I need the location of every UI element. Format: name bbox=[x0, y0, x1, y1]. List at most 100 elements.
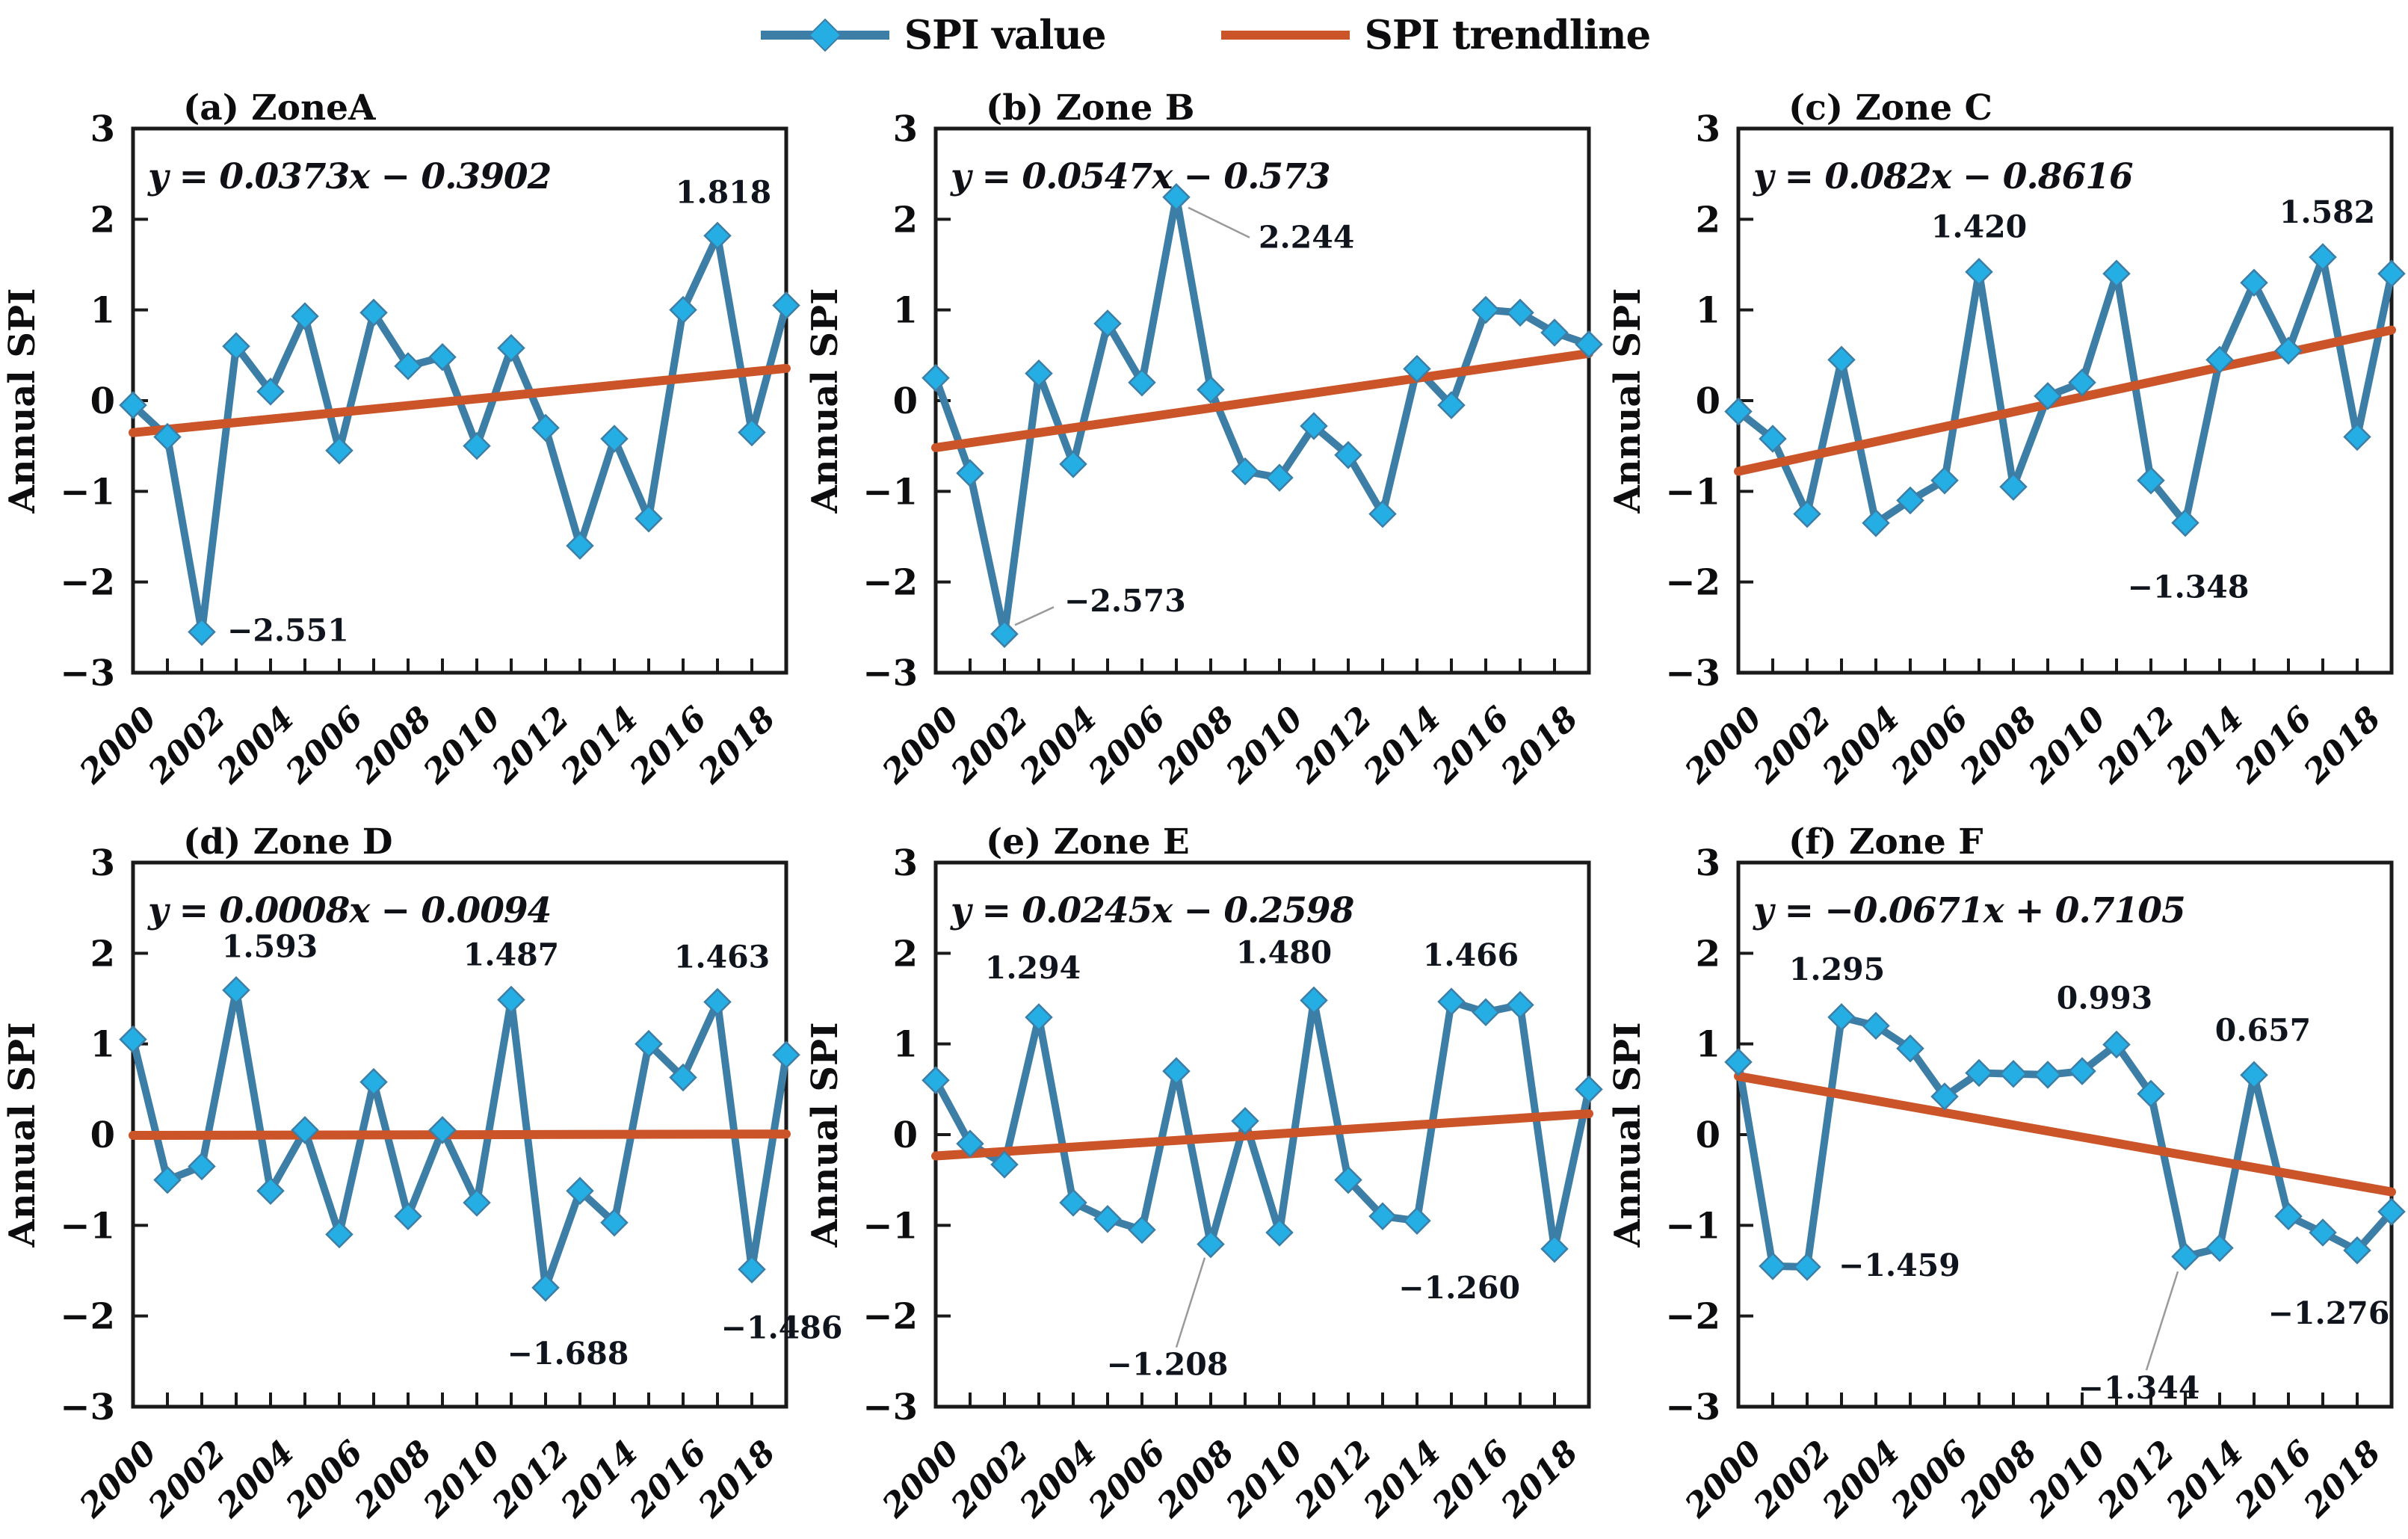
spi-value-marker bbox=[2034, 382, 2062, 410]
spi-value-marker bbox=[2309, 243, 2337, 271]
x-tick-label: 2010 bbox=[1218, 699, 1311, 792]
spi-value-marker bbox=[1300, 986, 1328, 1015]
x-tick-label: 2006 bbox=[1883, 1434, 1975, 1526]
data-point-label: −2.551 bbox=[227, 613, 349, 649]
x-tick-label: 2018 bbox=[691, 1434, 782, 1526]
spi-value-marker bbox=[188, 617, 216, 647]
spi-value-marker bbox=[1437, 391, 1466, 419]
y-tick-label: 0 bbox=[90, 380, 115, 422]
y-axis-label: Annual SPI bbox=[1, 1022, 43, 1247]
panel-svg-zone-d: (d) Zone D 3 2 1 0 −1 −2 −3 20002002200420062008… bbox=[1, 821, 842, 1526]
x-tick-label: 2002 bbox=[141, 1434, 232, 1526]
y-axis-label: Annual SPI bbox=[804, 1022, 846, 1247]
spi-value-marker bbox=[2274, 1202, 2303, 1230]
spi-value-marker bbox=[394, 1202, 422, 1230]
spi-value-marker bbox=[119, 391, 147, 419]
y-tick-label: 1 bbox=[893, 1024, 918, 1066]
spi-trendline bbox=[931, 1109, 1593, 1161]
spi-value-marker bbox=[531, 1274, 560, 1302]
y-tick-label: 3 bbox=[1696, 842, 1720, 884]
panel-zone-f: (f) Zone F 3 2 1 0 −1 −2 −3 2000 2002 2004 2006 2008… bbox=[1605, 803, 2408, 1539]
spi-value-marker bbox=[2102, 259, 2131, 288]
data-point-label: 1.463 bbox=[674, 939, 770, 975]
spi-value-marker bbox=[394, 352, 422, 380]
spi-value-marker bbox=[531, 413, 560, 442]
x-tick-label: 2010 bbox=[416, 699, 508, 792]
panel-svg-zone-e: (e) Zone E 3 2 1 0 −1 −2 −3 20002002200420062008… bbox=[804, 821, 1603, 1526]
spi-value-marker bbox=[1827, 345, 1856, 374]
spi-value-marker bbox=[738, 418, 766, 447]
y-tick-label: 2 bbox=[1696, 199, 1720, 241]
y-tick-label: 3 bbox=[893, 108, 918, 150]
y-tick-label: 0 bbox=[893, 1114, 918, 1156]
spi-value-marker bbox=[1827, 1003, 1856, 1031]
panel-zone-d: (d) Zone D 3 2 1 0 −1 −2 −3 2000 2002 2004 2006 2008… bbox=[0, 803, 842, 1539]
spi-value-marker bbox=[497, 333, 525, 363]
x-tick-label: 2012 bbox=[1287, 1434, 1379, 1526]
data-point-label: 1.593 bbox=[222, 929, 318, 965]
y-tick-label: 0 bbox=[893, 380, 918, 422]
x-tick-label: 2008 bbox=[1952, 1434, 2044, 1526]
data-point-label: −1.260 bbox=[1398, 1270, 1520, 1306]
data-point-label: 1.582 bbox=[2279, 194, 2375, 230]
spi-value-marker bbox=[1965, 1058, 1993, 1088]
spi-value-marker bbox=[428, 1116, 457, 1144]
y-tick-label: −3 bbox=[1665, 653, 1720, 694]
spi-value-marker bbox=[2205, 1233, 2234, 1262]
panel-zone-e: (e) Zone E 3 2 1 0 −1 −2 −3 2000 2002 2004 2006 2008… bbox=[803, 803, 1605, 1539]
spi-value-marker bbox=[1472, 998, 1500, 1026]
spi-value-marker bbox=[1575, 1075, 1603, 1104]
plot-border bbox=[933, 126, 1591, 675]
data-point-label: 1.480 bbox=[1236, 934, 1332, 970]
x-tick-label: 2004 bbox=[1012, 1434, 1104, 1526]
spi-value-marker bbox=[1472, 295, 1500, 324]
x-tick-label: 2000 bbox=[1677, 699, 1770, 792]
spi-value-line bbox=[1735, 1013, 2395, 1271]
spi-value-marker bbox=[1025, 1003, 1053, 1031]
spi-value-marker bbox=[1059, 1188, 1087, 1217]
y-axis-label: Annual SPI bbox=[804, 288, 846, 513]
spi-value-marker bbox=[703, 221, 732, 250]
y-tick-label: 1 bbox=[1696, 1024, 1720, 1066]
spi-value-marker bbox=[2205, 345, 2234, 374]
x-tick-label: 2006 bbox=[1081, 1434, 1173, 1526]
spi-value-marker bbox=[2034, 1061, 2062, 1089]
spi-value-marker bbox=[1793, 499, 1821, 528]
spi-value-marker bbox=[669, 295, 697, 324]
x-tick-label: 2004 bbox=[209, 1434, 301, 1526]
data-point-label: −1.459 bbox=[1839, 1247, 1960, 1283]
x-tick-label: 2016 bbox=[2227, 700, 2319, 792]
spi-value-marker bbox=[2377, 1197, 2406, 1226]
x-tick-label: 2006 bbox=[278, 1434, 370, 1526]
spi-value-marker bbox=[566, 531, 594, 560]
spi-value-marker bbox=[1059, 450, 1087, 478]
panel-title: (b) Zone B bbox=[986, 87, 1195, 129]
y-tick-label: −3 bbox=[1665, 1387, 1720, 1428]
spi-value-marker bbox=[1403, 1206, 1431, 1236]
panel-svg-zone-a: (a) ZoneA3210−1−2−3200020022004200620082… bbox=[1, 87, 800, 792]
y-tick-label: −3 bbox=[60, 1387, 115, 1428]
spi-value-marker bbox=[2102, 1030, 2131, 1059]
x-tick-label: 2000 bbox=[72, 699, 164, 792]
x-tick-label: 2000 bbox=[874, 1433, 967, 1526]
y-tick-label: 0 bbox=[1696, 1114, 1720, 1156]
data-point-label: −1.276 bbox=[2268, 1295, 2390, 1331]
spi-value-marker bbox=[1930, 466, 1959, 495]
spi-value-marker bbox=[772, 291, 800, 320]
spi-value-marker bbox=[1231, 457, 1259, 486]
spi-value-marker bbox=[1197, 375, 1225, 404]
x-tick-label: 2000 bbox=[72, 1433, 164, 1526]
spi-value-marker bbox=[1128, 368, 1156, 397]
spi-value-marker bbox=[1265, 463, 1294, 492]
data-point-label: 2.244 bbox=[1259, 220, 1354, 256]
spi-value-marker bbox=[2068, 1057, 2096, 1085]
spi-value-marker bbox=[1540, 318, 1569, 347]
spi-value-marker bbox=[256, 377, 285, 406]
data-point-label: 1.295 bbox=[1789, 952, 1885, 987]
spi-value-marker bbox=[1197, 1230, 1225, 1259]
y-tick-label: −2 bbox=[60, 562, 115, 604]
spi-value-marker bbox=[1759, 425, 1787, 453]
spi-value-marker bbox=[1862, 509, 1890, 537]
y-tick-label: 1 bbox=[893, 290, 918, 332]
